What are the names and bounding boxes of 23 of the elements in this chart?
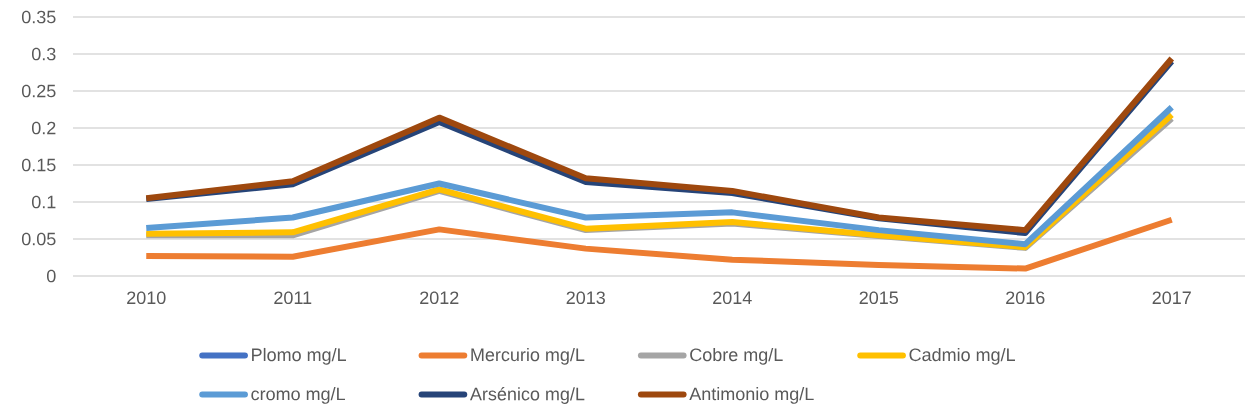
- legend-label: Cobre mg/L: [690, 347, 783, 365]
- y-tick-label: 0.1: [31, 195, 56, 209]
- y-tick-label: 0.2: [31, 121, 56, 135]
- x-tick-label: 2013: [566, 291, 605, 305]
- x-tick-label: 2014: [713, 291, 752, 305]
- legend-label: Cadmio mg/L: [909, 347, 1015, 365]
- x-tick-label: 2010: [127, 291, 166, 305]
- legend-label: Mercurio mg/L: [471, 347, 585, 365]
- x-tick-label: 2012: [420, 291, 459, 305]
- legend-label: Antimonio mg/L: [689, 387, 814, 404]
- y-tick-label: 0: [47, 269, 56, 283]
- x-tick-label: 2011: [274, 291, 312, 305]
- legend-label: Arsénico mg/L: [469, 386, 585, 404]
- x-tick-label: 2017: [1152, 291, 1191, 305]
- y-tick-label: 0.15: [21, 158, 56, 172]
- x-tick-label: 2015: [859, 291, 899, 305]
- legend-label: Plomo mg/L: [252, 347, 347, 365]
- legend-label: cromo mg/L: [251, 387, 345, 404]
- y-tick-label: 0.05: [21, 232, 56, 246]
- y-tick-label: 0.3: [31, 47, 56, 61]
- x-tick-label: 2016: [1006, 291, 1045, 305]
- y-tick-label: 0.35: [21, 10, 56, 24]
- y-tick-label: 0.25: [21, 84, 56, 98]
